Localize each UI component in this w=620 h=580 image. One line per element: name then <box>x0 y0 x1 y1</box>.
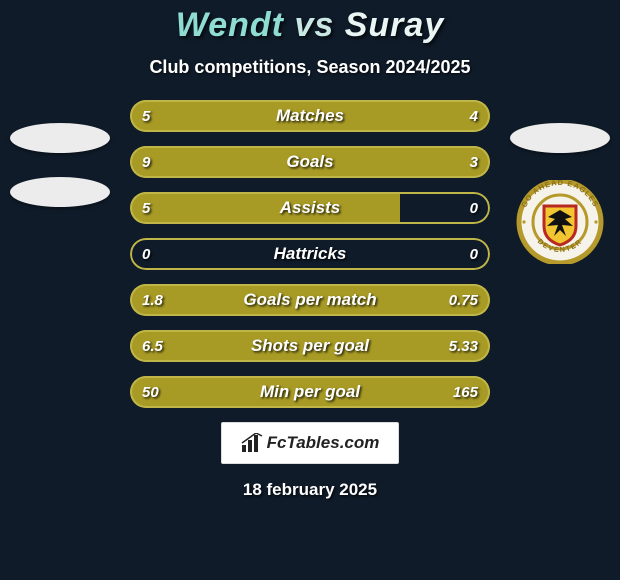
crest-dot-right <box>594 220 597 223</box>
right-club-crest: GO AHEAD EAGLES DEVENTER <box>510 180 610 264</box>
subtitle: Club competitions, Season 2024/2025 <box>0 57 620 78</box>
date-text: 18 february 2025 <box>0 480 620 500</box>
page-title: Wendt vs Suray <box>0 0 620 45</box>
stat-label: Goals <box>130 146 490 178</box>
watermark-chart-icon <box>241 433 263 453</box>
player-right-name: Suray <box>345 6 445 44</box>
stat-row: 54Matches <box>130 100 490 132</box>
stat-row: 50Assists <box>130 192 490 224</box>
stat-row: 00Hattricks <box>130 238 490 270</box>
stat-label: Min per goal <box>130 376 490 408</box>
stat-label: Assists <box>130 192 490 224</box>
stat-row: 93Goals <box>130 146 490 178</box>
left-club-badge-1 <box>10 123 110 153</box>
crest-dot-left <box>522 220 525 223</box>
player-left-name: Wendt <box>176 6 284 44</box>
stat-label: Matches <box>130 100 490 132</box>
watermark-text: FcTables.com <box>267 433 380 453</box>
right-club-badge-1 <box>510 123 610 153</box>
stat-row: 50165Min per goal <box>130 376 490 408</box>
comparison-card: Wendt vs Suray Club competitions, Season… <box>0 0 620 580</box>
stat-row: 6.55.33Shots per goal <box>130 330 490 362</box>
stat-row: 1.80.75Goals per match <box>130 284 490 316</box>
watermark-badge: FcTables.com <box>221 422 399 464</box>
stat-label: Hattricks <box>130 238 490 270</box>
stat-label: Shots per goal <box>130 330 490 362</box>
left-club-badge-2 <box>10 177 110 207</box>
stat-label: Goals per match <box>130 284 490 316</box>
stats-container: 54Matches 93Goals 50Assists 00Hattricks 1.80… <box>130 100 490 408</box>
vs-word: vs <box>294 6 334 44</box>
